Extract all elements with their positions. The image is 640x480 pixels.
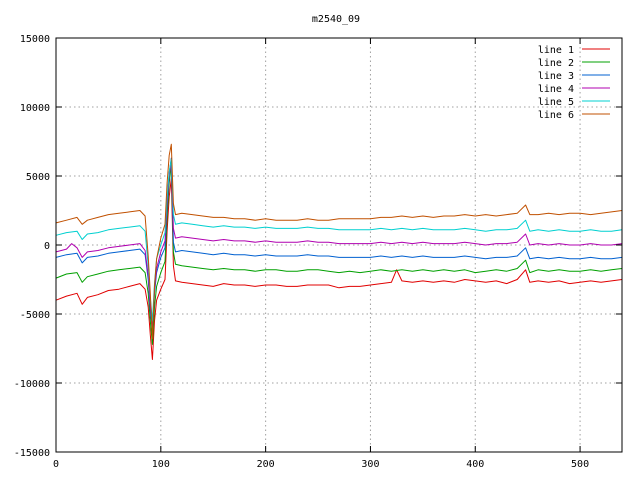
legend-label: line 1 [538,45,574,56]
series-line-2 [55,164,623,345]
series-line-1 [55,178,623,360]
legend-label: line 6 [538,110,574,121]
series-line-5 [55,158,623,322]
y-tick-label: 5000 [26,172,50,183]
series-line-4 [55,161,623,329]
y-tick-label: -10000 [14,379,50,390]
x-tick-label: 500 [571,459,589,470]
y-tick-label: 10000 [20,103,50,114]
x-tick-label: 200 [257,459,275,470]
x-axis: 0 100 200 300 400 500 [53,38,589,470]
x-tick-label: 100 [152,459,170,470]
y-tick-label: 15000 [20,34,50,45]
series-layer [55,143,623,360]
chart-title: m2540_09 [312,14,360,25]
legend-label: line 3 [538,71,574,82]
legend-label: line 4 [538,84,574,95]
y-tick-label: -5000 [20,310,50,321]
x-tick-label: 400 [466,459,484,470]
x-tick-label: 0 [53,459,59,470]
y-tick-label: 0 [44,241,50,252]
x-tick-label: 300 [361,459,379,470]
series-line-6 [55,143,623,340]
y-axis: -15000 -10000 -5000 0 5000 10000 15000 [14,34,622,459]
legend: line 1 line 2 line 3 line 4 line 5 line 6 [538,45,610,121]
legend-label: line 5 [538,97,574,108]
legend-label: line 2 [538,58,574,69]
y-tick-label: -15000 [14,448,50,459]
